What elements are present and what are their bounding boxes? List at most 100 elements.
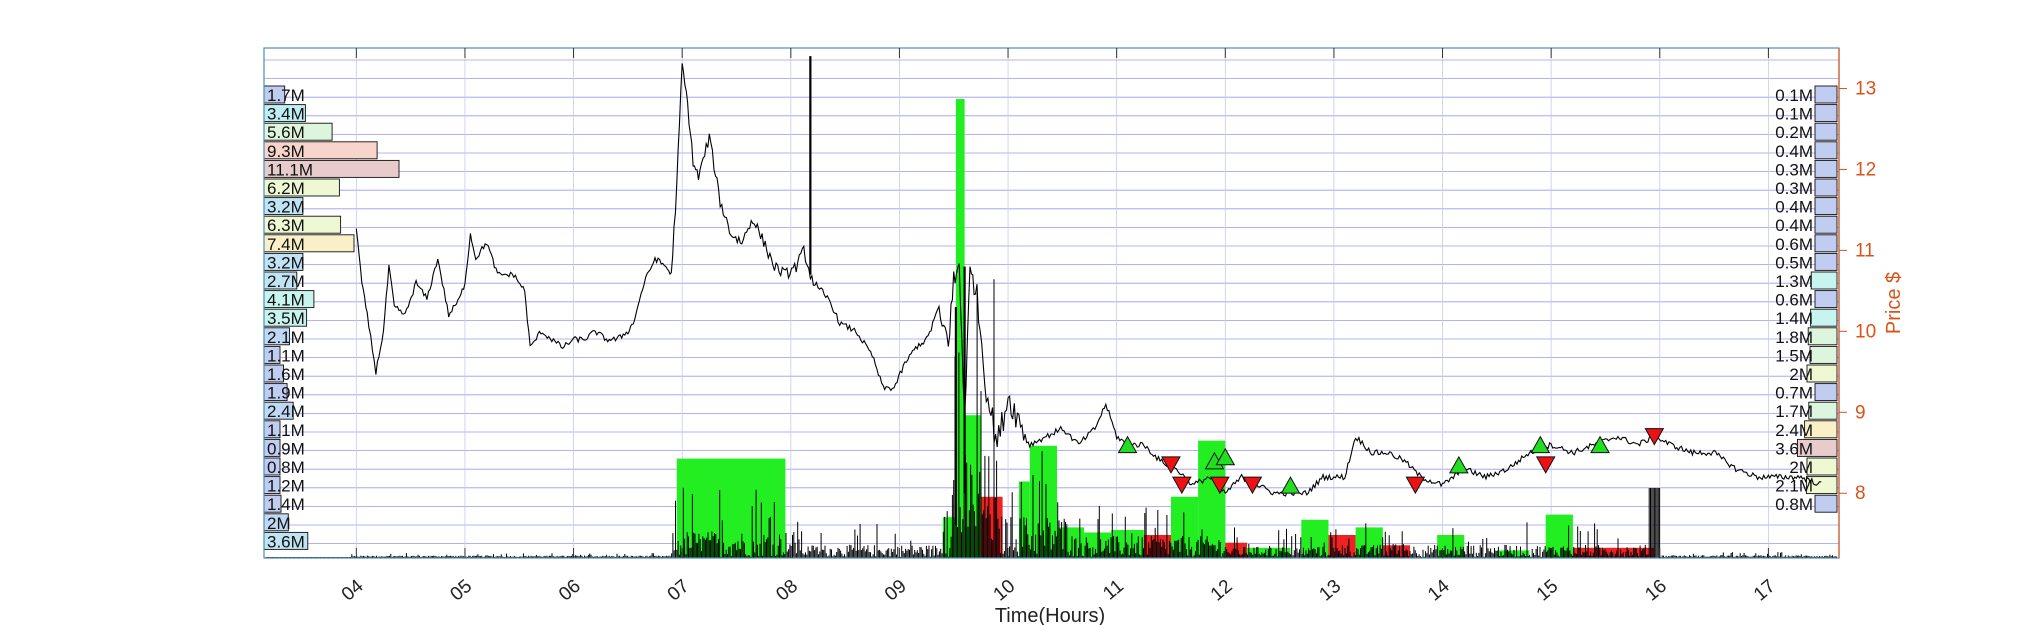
right-profile-bar bbox=[1814, 159, 1838, 178]
right-profile-bar bbox=[1814, 494, 1838, 513]
right-profile-label: 2M bbox=[1789, 365, 1813, 384]
right-profile-label: 2.1M bbox=[1775, 477, 1813, 496]
left-profile-label: 6.2M bbox=[267, 179, 305, 198]
left-profile-label: 11.1M bbox=[267, 160, 313, 179]
right-profile-label: 0.3M bbox=[1775, 160, 1813, 179]
x-tick-label: 07 bbox=[664, 576, 694, 606]
left-profile-label: 1.2M bbox=[267, 477, 305, 496]
right-profile-bar bbox=[1796, 438, 1838, 457]
right-profile-label: 1.5M bbox=[1775, 346, 1813, 365]
right-profile-label: 0.1M bbox=[1775, 86, 1813, 105]
y-tick-label: 10 bbox=[1855, 321, 1876, 342]
left-profile-label: 1.1M bbox=[267, 346, 305, 365]
left-profile-label: 1.9M bbox=[267, 384, 305, 403]
x-tick-label: 04 bbox=[338, 575, 368, 605]
right-profile-label: 3.6M bbox=[1775, 439, 1813, 458]
y-tick-label: 8 bbox=[1855, 483, 1866, 504]
sell-marker-triangle bbox=[1210, 476, 1230, 495]
x-tick-label: 05 bbox=[446, 576, 476, 606]
x-axis-label: Time(Hours) bbox=[995, 605, 1105, 625]
right-profile-label: 0.8M bbox=[1775, 495, 1813, 514]
right-profile-label: 0.3M bbox=[1775, 179, 1813, 198]
sell-marker-triangle bbox=[1535, 456, 1556, 474]
right-volume-profile: 0.1M0.1M0.2M0.4M0.3M0.3M0.4M0.4M0.6M0.5M… bbox=[1775, 85, 1838, 514]
left-profile-label: 3.4M bbox=[267, 105, 305, 124]
price-line-group bbox=[355, 56, 1822, 526]
right-profile-bar bbox=[1810, 271, 1838, 290]
right-profile-label: 2.4M bbox=[1775, 421, 1813, 440]
right-profile-label: 0.5M bbox=[1775, 253, 1813, 272]
right-profile-bar bbox=[1805, 476, 1838, 495]
x-tick-label: 13 bbox=[1315, 576, 1345, 606]
right-profile-bar bbox=[1804, 420, 1838, 439]
right-profile-bar bbox=[1809, 345, 1838, 364]
sell-marker-triangle bbox=[1405, 476, 1426, 495]
left-profile-label: 1.4M bbox=[267, 495, 305, 514]
y-axis-label: Price $ bbox=[1883, 272, 1905, 334]
right-profile-label: 0.4M bbox=[1775, 216, 1813, 235]
right-profile-bar bbox=[1814, 197, 1838, 216]
right-profile-bar bbox=[1808, 401, 1838, 420]
left-profile-label: 2M bbox=[267, 514, 291, 533]
sell-marker-triangle bbox=[1161, 456, 1181, 474]
right-profile-label: 1.4M bbox=[1775, 309, 1813, 328]
volume-block bbox=[1496, 550, 1530, 558]
x-tick-label: 14 bbox=[1424, 575, 1454, 605]
left-volume-profile: 1.7M3.4M5.6M9.3M11.1M6.2M3.2M6.3M7.4M3.2… bbox=[263, 85, 400, 551]
right-profile-bar bbox=[1814, 122, 1838, 141]
sell-marker-triangle bbox=[1644, 428, 1665, 446]
left-profile-label: 0.8M bbox=[267, 458, 305, 477]
y-tick-label: 9 bbox=[1855, 402, 1866, 423]
x-tick-label: 16 bbox=[1641, 576, 1671, 606]
left-profile-label: 3.6M bbox=[267, 532, 305, 551]
trade-markers bbox=[1117, 428, 1665, 495]
right-profile-label: 0.4M bbox=[1775, 198, 1813, 217]
left-profile-label: 7.4M bbox=[267, 235, 305, 254]
left-profile-label: 6.3M bbox=[267, 216, 305, 235]
x-tick-label: 06 bbox=[555, 576, 585, 606]
volume-bars bbox=[676, 99, 1655, 559]
x-tick-label: 10 bbox=[990, 576, 1020, 606]
buy-marker-triangle bbox=[1280, 476, 1301, 494]
buy-marker-triangle bbox=[1530, 435, 1551, 454]
left-profile-label: 1.6M bbox=[267, 365, 305, 384]
right-profile-bar bbox=[1810, 308, 1838, 327]
right-profile-bar bbox=[1807, 327, 1838, 346]
right-profile-bar bbox=[1806, 457, 1838, 476]
sell-marker-triangle bbox=[1171, 476, 1192, 495]
right-profile-bar bbox=[1814, 215, 1838, 234]
buy-marker-triangle bbox=[1215, 447, 1236, 466]
right-profile-label: 1.7M bbox=[1775, 402, 1813, 421]
right-profile-label: 1.3M bbox=[1775, 272, 1813, 291]
x-tick-label: 17 bbox=[1750, 576, 1780, 606]
left-profile-label: 3.2M bbox=[267, 198, 305, 217]
left-profile-label: 2.1M bbox=[267, 328, 305, 347]
left-profile-label: 0.9M bbox=[267, 439, 305, 458]
right-profile-label: 0.6M bbox=[1775, 235, 1813, 254]
right-profile-label: 0.1M bbox=[1775, 105, 1813, 124]
y-tick-label: 12 bbox=[1855, 159, 1876, 180]
volume-block bbox=[955, 99, 965, 558]
left-profile-label: 1.1M bbox=[267, 421, 305, 440]
y-tick-label: 13 bbox=[1855, 78, 1876, 99]
sell-marker-triangle bbox=[1242, 476, 1263, 495]
left-profile-label: 4.1M bbox=[267, 291, 305, 310]
left-profile-label: 2.4M bbox=[267, 402, 305, 421]
x-tick-label: 09 bbox=[881, 576, 911, 606]
left-profile-label: 2.7M bbox=[267, 272, 305, 291]
right-profile-label: 0.4M bbox=[1775, 142, 1813, 161]
volume-block bbox=[1572, 547, 1655, 558]
right-profile-bar bbox=[1814, 252, 1838, 271]
left-profile-label: 9.3M bbox=[267, 142, 305, 161]
buy-marker-triangle bbox=[1117, 435, 1138, 454]
right-profile-label: 0.6M bbox=[1775, 291, 1813, 310]
x-tick-label: 15 bbox=[1533, 576, 1563, 606]
right-profile-label: 0.2M bbox=[1775, 123, 1813, 142]
left-profile-label: 1.7M bbox=[267, 86, 305, 105]
left-profile-label: 5.6M bbox=[267, 123, 305, 142]
right-profile-bar bbox=[1814, 178, 1838, 197]
right-profile-label: 2M bbox=[1789, 458, 1813, 477]
right-profile-bar bbox=[1814, 290, 1838, 309]
y-tick-label: 11 bbox=[1855, 240, 1875, 261]
buy-marker-triangle bbox=[1590, 435, 1610, 454]
